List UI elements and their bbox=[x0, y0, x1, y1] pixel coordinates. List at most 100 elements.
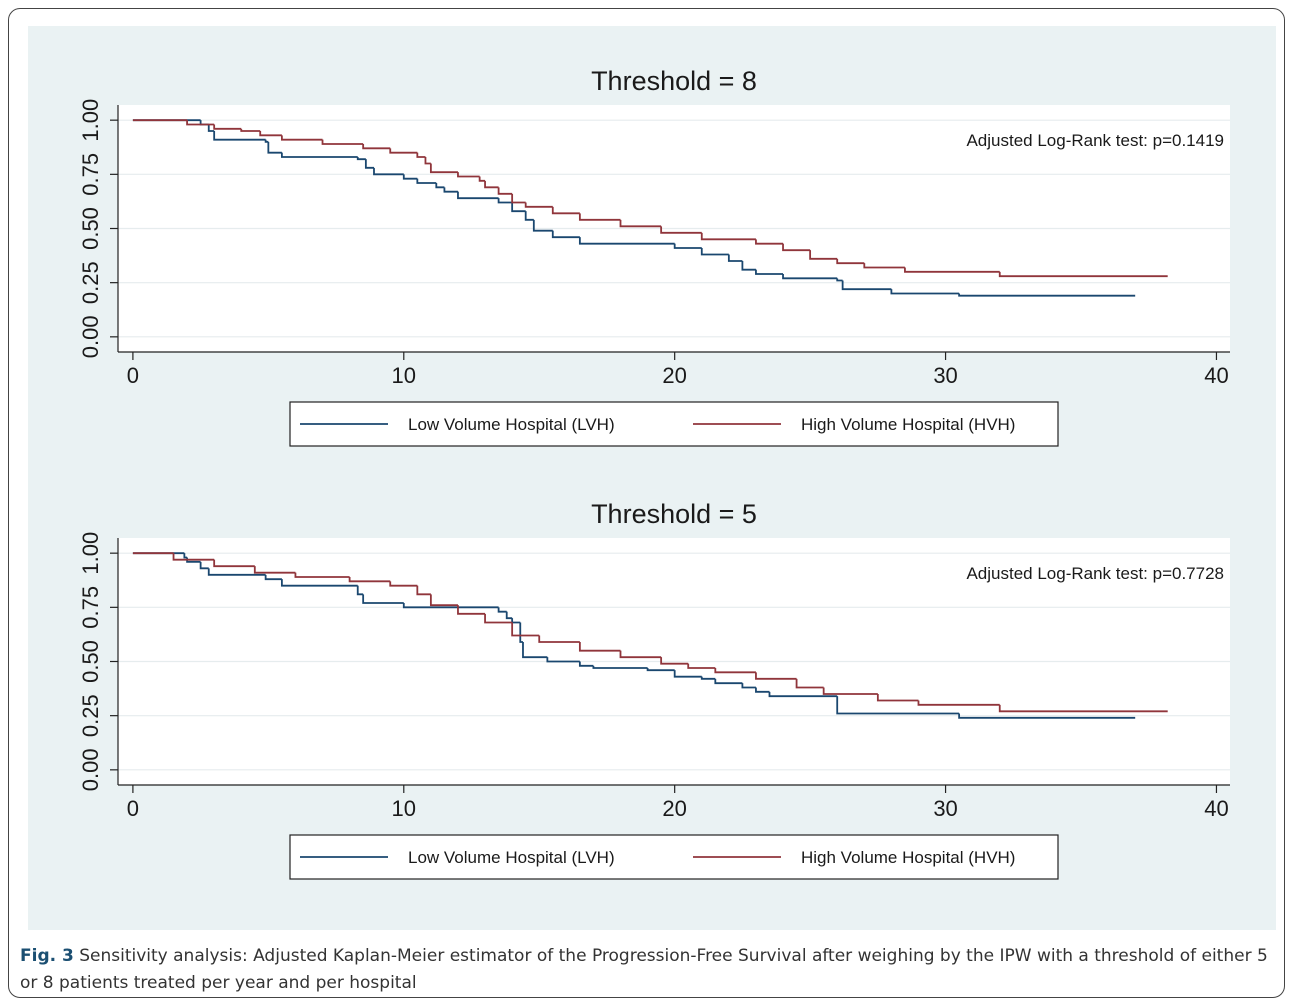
survival-step bbox=[511, 622, 540, 637]
survival-step bbox=[836, 696, 960, 715]
y-tick-label: 0.25 bbox=[78, 261, 103, 304]
survival-step bbox=[389, 581, 418, 587]
survival-step bbox=[362, 144, 391, 150]
survival-step bbox=[727, 254, 743, 262]
x-tick-label: 20 bbox=[662, 796, 686, 821]
survival-step bbox=[429, 594, 458, 607]
survival-step bbox=[700, 676, 716, 680]
y-tick-label: 0.25 bbox=[78, 694, 103, 737]
survival-step bbox=[795, 678, 824, 689]
survival-step bbox=[264, 574, 282, 581]
figure: Threshold = 8 0.00 0.25 0.50 0.75 1.00 0 10 20 30… bbox=[28, 26, 1276, 930]
survival-step bbox=[578, 661, 594, 667]
survival-step bbox=[484, 613, 513, 624]
y-tick-label: 0.50 bbox=[78, 640, 103, 683]
survival-step bbox=[958, 293, 1136, 297]
survival-step bbox=[700, 232, 756, 241]
survival-step bbox=[199, 561, 209, 570]
survival-step bbox=[578, 642, 621, 652]
chart-title: Threshold = 5 bbox=[591, 499, 757, 529]
survival-step bbox=[522, 642, 548, 659]
survival-step bbox=[280, 152, 358, 158]
legend-label: High Volume Hospital (HVH) bbox=[801, 415, 1015, 434]
x-tick-label: 10 bbox=[392, 363, 416, 388]
figure-frame bbox=[8, 8, 1285, 998]
y-tick-label: 0.00 bbox=[78, 748, 103, 791]
survival-step bbox=[402, 174, 418, 180]
y-tick-label: 1.00 bbox=[78, 532, 103, 575]
survival-step bbox=[253, 566, 296, 574]
survival-step bbox=[619, 650, 662, 659]
caption-label: Fig. 3 bbox=[20, 946, 74, 966]
survival-step bbox=[741, 683, 756, 689]
survival-step bbox=[356, 585, 364, 596]
survival-step bbox=[457, 605, 486, 615]
survival-step bbox=[755, 269, 784, 275]
survival-step bbox=[497, 607, 507, 613]
survival-step bbox=[364, 159, 374, 169]
survival-step bbox=[660, 657, 689, 665]
x-tick-label: 0 bbox=[127, 796, 139, 821]
y-tick-label: 0.00 bbox=[78, 315, 103, 358]
survival-step bbox=[998, 271, 1168, 278]
survival-step bbox=[207, 568, 266, 576]
x-tick-label: 10 bbox=[392, 796, 416, 821]
survival-step bbox=[497, 198, 513, 204]
survival-step bbox=[700, 248, 729, 256]
survival-step bbox=[280, 579, 358, 587]
survival-step bbox=[497, 187, 513, 195]
survival-step bbox=[259, 131, 282, 137]
y-tick-label: 0.75 bbox=[78, 153, 103, 196]
survival-step bbox=[532, 219, 553, 232]
legend-label: Low Volume Hospital (LVH) bbox=[408, 848, 615, 867]
survival-step bbox=[714, 668, 756, 674]
survival-step bbox=[240, 128, 261, 132]
survival-step bbox=[646, 668, 675, 672]
survival-step bbox=[551, 230, 580, 239]
survival-step bbox=[519, 622, 523, 643]
survival-step bbox=[294, 572, 350, 578]
caption-text: Sensitivity analysis: Adjusted Kaplan-Me… bbox=[20, 946, 1268, 993]
survival-step bbox=[362, 594, 404, 604]
survival-step bbox=[673, 670, 702, 678]
survival-step bbox=[511, 193, 526, 204]
survival-step bbox=[356, 157, 366, 161]
survival-step bbox=[755, 239, 784, 245]
x-tick-label: 40 bbox=[1204, 363, 1228, 388]
survival-step bbox=[917, 700, 1000, 706]
survival-step bbox=[998, 704, 1168, 713]
y-tick-label: 0.50 bbox=[78, 207, 103, 250]
survival-step bbox=[321, 139, 364, 145]
survival-step bbox=[457, 191, 499, 200]
survival-step bbox=[213, 559, 255, 568]
annotation: Adjusted Log-Rank test: p=0.1419 bbox=[966, 131, 1224, 150]
survival-step bbox=[172, 553, 215, 561]
survival-step bbox=[524, 202, 553, 208]
survival-step bbox=[876, 694, 919, 702]
legend-label: Low Volume Hospital (LVH) bbox=[408, 415, 615, 434]
survival-step bbox=[687, 663, 716, 669]
caption: Fig. 3 Sensitivity analysis: Adjusted Ka… bbox=[20, 943, 1280, 997]
survival-step bbox=[841, 280, 892, 291]
survival-step bbox=[505, 611, 513, 620]
survival-step bbox=[402, 603, 499, 609]
survival-step bbox=[429, 163, 458, 174]
survival-step bbox=[267, 141, 282, 154]
annotation: Adjusted Log-Rank test: p=0.7728 bbox=[966, 564, 1224, 583]
chart-title: Threshold = 8 bbox=[591, 66, 757, 96]
survival-step bbox=[373, 167, 404, 176]
survival-step bbox=[755, 672, 797, 680]
y-tick-label: 0.75 bbox=[78, 586, 103, 629]
survival-step bbox=[863, 263, 905, 269]
survival-step bbox=[741, 261, 756, 271]
survival-step bbox=[578, 213, 621, 221]
survival-step bbox=[890, 289, 960, 295]
survival-step bbox=[714, 678, 743, 685]
survival-step bbox=[484, 180, 499, 189]
x-tick-label: 0 bbox=[127, 363, 139, 388]
survival-step bbox=[904, 267, 1000, 273]
x-tick-label: 20 bbox=[662, 363, 686, 388]
survival-step bbox=[673, 243, 702, 249]
y-tick-label: 1.00 bbox=[78, 99, 103, 142]
survival-step bbox=[578, 237, 675, 245]
